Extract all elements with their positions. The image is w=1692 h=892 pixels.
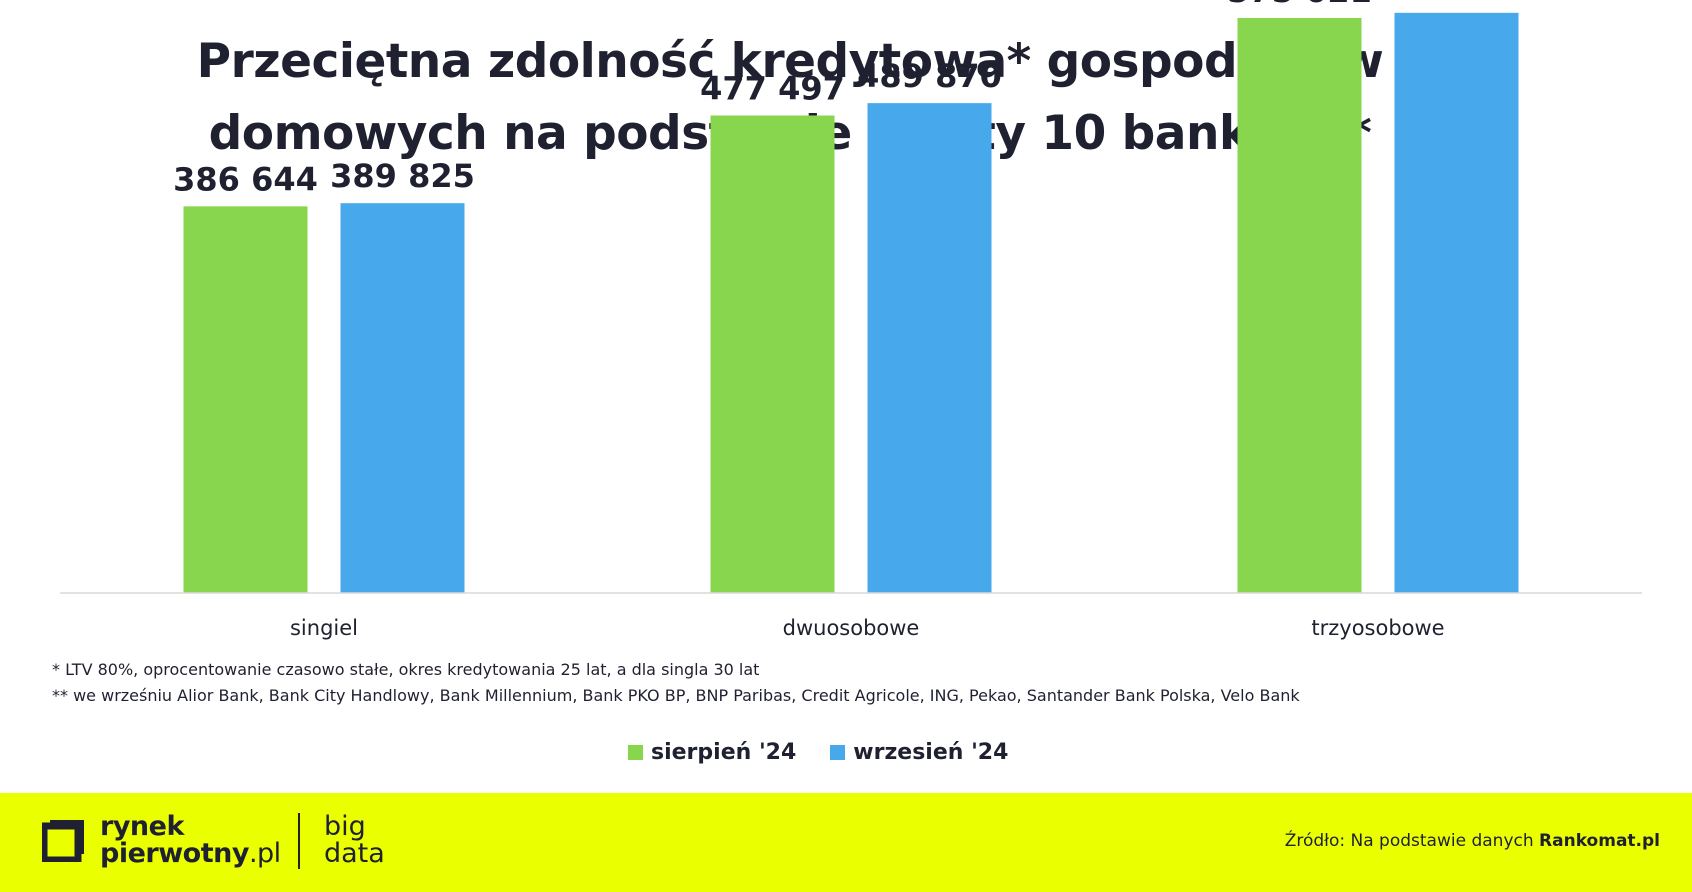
- bar-dwuosobowe-series-2: [867, 103, 992, 593]
- bar-singiel-series-2: [340, 203, 465, 594]
- bigdata-word-data: data: [324, 838, 385, 869]
- bar-singiel-series-1: [183, 206, 308, 593]
- bar-value-label-dwuosobowe-series-1: 477 497: [700, 70, 845, 108]
- footnote-2: ** we wrześniu Alior Bank, Bank City Han…: [52, 686, 1300, 705]
- legend-swatch-blue: [830, 745, 846, 760]
- legend-label-series-2: wrzesień '24: [853, 740, 1009, 765]
- category-labels-group: singiel dwuosobowe trzyosobowe: [290, 616, 1445, 640]
- bar-value-label-singiel-series-1: 386 644: [173, 160, 318, 198]
- source-name: Rankomat.pl: [1539, 831, 1660, 851]
- footer-band: rynek pierwotny.pl big data Źródło: Na p…: [0, 793, 1692, 892]
- bar-dwuosobowe-series-1: [710, 115, 835, 594]
- bar-chart: 386 644 389 825 477 497 489 870 575 021 580 1…: [60, 0, 1642, 640]
- logo-word-pierwotny: pierwotny: [100, 838, 249, 869]
- bar-value-label-trzyosobowe-series-2: 580 163: [1384, 0, 1529, 5]
- logo-word-pl: .pl: [248, 838, 281, 869]
- logo-word-rynek: rynek: [100, 811, 184, 842]
- footnotes: * LTV 80%, oprocentowanie czasowo stałe,…: [52, 657, 1300, 709]
- bar-trzyosobowe-series-1: [1237, 17, 1362, 593]
- logo-square-icon: [42, 820, 84, 862]
- bar-value-label-trzyosobowe-series-1: 575 021: [1227, 0, 1372, 10]
- source-prefix: Źródło: Na podstawie danych: [1284, 831, 1540, 851]
- logo-divider: [298, 813, 300, 869]
- bigdata-word-big: big: [324, 811, 366, 842]
- bigdata-wordmark: big data: [324, 813, 385, 867]
- chart-title-line-1: Przeciętna zdolność kredytowa* gospodars…: [196, 34, 1384, 89]
- legend-label-series-1: sierpień '24: [651, 740, 797, 765]
- category-label-trzyosobowe: trzyosobowe: [1311, 616, 1444, 640]
- category-label-singiel: singiel: [290, 616, 358, 640]
- legend: sierpień '24 wrzesień '24: [628, 740, 1008, 765]
- logo-wordmark: rynek pierwotny.pl: [100, 813, 281, 867]
- legend-item-series-2: wrzesień '24: [830, 740, 1008, 765]
- bar-value-label-singiel-series-2: 389 825: [330, 157, 475, 195]
- legend-item-series-1: sierpień '24: [628, 740, 796, 765]
- legend-swatch-green: [628, 745, 643, 760]
- bars-group: 386 644 389 825 477 497 489 870 575 021 580 1…: [173, 0, 1529, 594]
- bar-value-label-dwuosobowe-series-2: 489 870: [857, 57, 1002, 95]
- category-label-dwuosobowe: dwuosobowe: [783, 616, 920, 640]
- rynekpierwotny-logo: rynek pierwotny.pl: [42, 813, 281, 867]
- source-note: Źródło: Na podstawie danych Rankomat.pl: [1285, 831, 1660, 851]
- footnote-1: * LTV 80%, oprocentowanie czasowo stałe,…: [52, 660, 760, 679]
- bar-trzyosobowe-series-2: [1394, 12, 1519, 594]
